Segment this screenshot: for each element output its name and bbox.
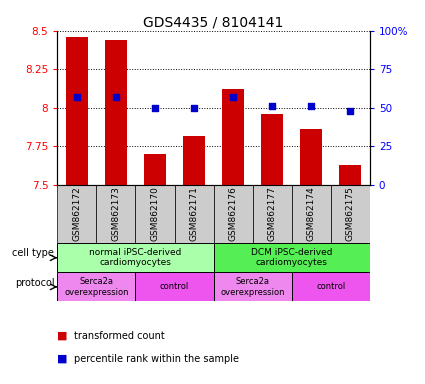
FancyBboxPatch shape: [331, 185, 370, 243]
FancyBboxPatch shape: [292, 185, 331, 243]
Point: [113, 94, 119, 100]
FancyBboxPatch shape: [136, 185, 175, 243]
Text: ■: ■: [57, 331, 68, 341]
Text: percentile rank within the sample: percentile rank within the sample: [74, 354, 239, 364]
FancyBboxPatch shape: [136, 272, 213, 301]
FancyBboxPatch shape: [57, 185, 96, 243]
Text: control: control: [160, 282, 189, 291]
Text: GSM862174: GSM862174: [307, 187, 316, 242]
FancyBboxPatch shape: [213, 185, 252, 243]
Bar: [300, 129, 322, 185]
FancyBboxPatch shape: [292, 272, 370, 301]
FancyBboxPatch shape: [57, 272, 136, 301]
Text: protocol: protocol: [14, 278, 54, 288]
FancyBboxPatch shape: [96, 185, 136, 243]
Text: transformed count: transformed count: [74, 331, 165, 341]
Text: GSM862173: GSM862173: [111, 187, 120, 242]
FancyBboxPatch shape: [57, 243, 213, 272]
Point: [269, 103, 275, 109]
FancyBboxPatch shape: [213, 272, 292, 301]
Bar: [66, 37, 88, 185]
Text: Serca2a
overexpression: Serca2a overexpression: [220, 277, 285, 296]
Text: DCM iPSC-derived
cardiomyocytes: DCM iPSC-derived cardiomyocytes: [251, 248, 332, 267]
Bar: [105, 40, 127, 185]
Bar: [340, 165, 361, 185]
Point: [74, 94, 80, 100]
FancyBboxPatch shape: [213, 243, 370, 272]
Text: normal iPSC-derived
cardiomyocytes: normal iPSC-derived cardiomyocytes: [89, 248, 181, 267]
Text: GSM862172: GSM862172: [72, 187, 82, 242]
Text: cell type: cell type: [12, 248, 54, 258]
Title: GDS4435 / 8104141: GDS4435 / 8104141: [143, 16, 284, 30]
FancyBboxPatch shape: [175, 185, 213, 243]
Bar: [222, 89, 244, 185]
Point: [308, 103, 314, 109]
Point: [152, 105, 159, 111]
Text: GSM862177: GSM862177: [268, 187, 277, 242]
Text: GSM862171: GSM862171: [190, 187, 198, 242]
Bar: [261, 114, 283, 185]
Bar: [144, 154, 166, 185]
FancyBboxPatch shape: [252, 185, 292, 243]
Text: Serca2a
overexpression: Serca2a overexpression: [64, 277, 129, 296]
Text: GSM862170: GSM862170: [150, 187, 159, 242]
Point: [191, 105, 198, 111]
Text: ■: ■: [57, 354, 68, 364]
Point: [347, 108, 354, 114]
Point: [230, 94, 236, 100]
Text: GSM862176: GSM862176: [229, 187, 238, 242]
Text: GSM862175: GSM862175: [346, 187, 355, 242]
Bar: [183, 136, 205, 185]
Text: control: control: [316, 282, 346, 291]
